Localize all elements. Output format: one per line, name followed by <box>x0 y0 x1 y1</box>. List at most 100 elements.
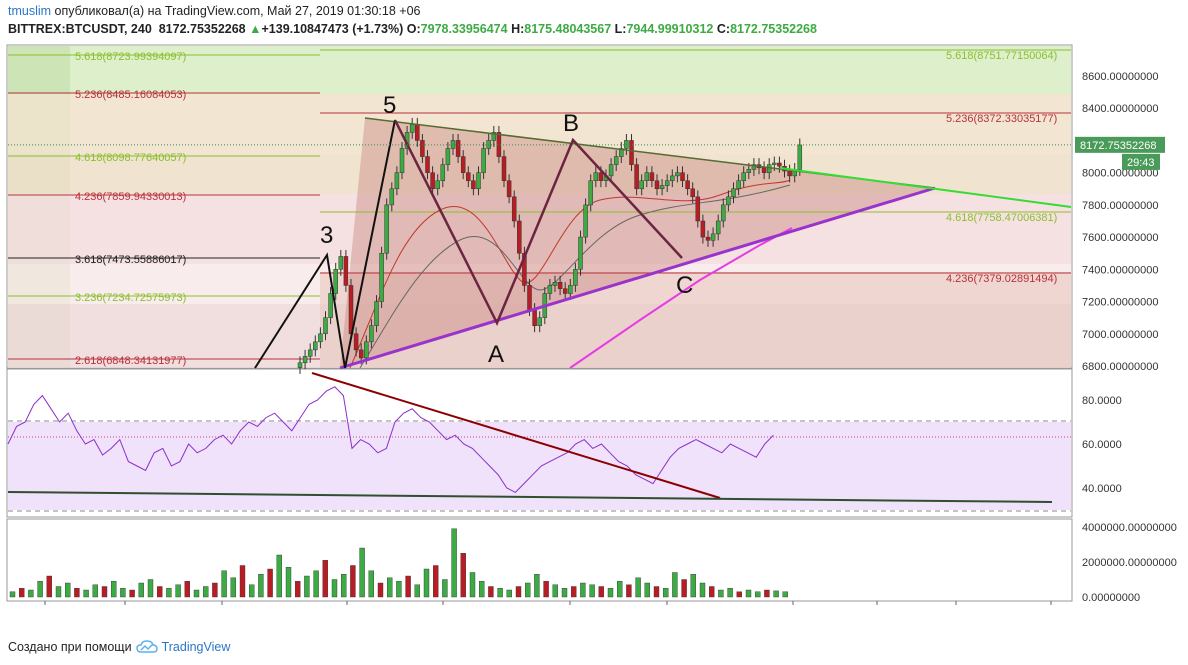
volume-bar <box>175 584 181 598</box>
price-tick-label: 7400.00000000 <box>1082 264 1158 276</box>
candle-body <box>578 236 583 270</box>
volume-bar <box>690 574 696 598</box>
candle-body <box>430 172 435 190</box>
volume-bar <box>230 577 237 598</box>
fib-zones-left <box>8 46 1071 368</box>
volume-bar <box>92 584 99 598</box>
volume-bar <box>83 589 89 598</box>
countdown-label: 29:43 <box>1127 157 1155 169</box>
volume-bar <box>405 575 411 598</box>
volume-pane[interactable] <box>6 518 1073 602</box>
wave-label-b: B <box>563 110 579 137</box>
candle-body <box>435 180 440 190</box>
volume-bar <box>313 570 319 598</box>
candle-body <box>777 162 782 167</box>
last-price-label: 8172.75352268 <box>1080 140 1156 152</box>
price-tick-label: 8000.00000000 <box>1082 168 1158 180</box>
candle-body <box>343 256 349 286</box>
volume-bar <box>331 579 338 598</box>
volume-bar <box>635 577 641 598</box>
candle-body <box>389 188 395 206</box>
trading-chart[interactable]: 5.618(8723.99394097) 5.236(8485.16084053)… <box>0 40 1188 606</box>
volume-bar <box>773 590 779 598</box>
price-tick-label: 7000.00000000 <box>1082 329 1158 341</box>
breakout-line <box>779 167 1072 208</box>
volume-bar <box>525 582 531 598</box>
volume-bar <box>341 574 347 598</box>
candle-body <box>491 132 497 141</box>
candle-body <box>455 140 461 157</box>
candle-body <box>654 180 660 190</box>
rsi-tick-label: 40.0000 <box>1082 483 1122 495</box>
price-tick-label: 8600.00000000 <box>1082 71 1158 83</box>
candle-body <box>384 204 389 254</box>
volume-bar <box>368 570 374 598</box>
volume-bar <box>414 584 420 598</box>
volume-bar <box>64 582 71 598</box>
open-label: O: <box>406 22 421 36</box>
candle-body <box>302 356 308 364</box>
candle-body <box>481 148 486 173</box>
price-tick-label: 6800.00000000 <box>1082 361 1158 373</box>
candle-body <box>501 156 507 181</box>
candle-body <box>471 180 476 190</box>
up-arrow-icon: ▲ <box>249 22 262 36</box>
last-price: 8172.75352268 <box>158 22 246 36</box>
candle-body <box>664 180 670 186</box>
candle-body <box>685 180 690 190</box>
candle-body <box>710 233 716 241</box>
high-value: 8175.48043567 <box>524 22 612 36</box>
volume-bar <box>267 568 273 598</box>
candle-body <box>537 317 542 326</box>
high-label: H: <box>511 22 525 36</box>
candle-body <box>639 180 644 190</box>
volume-bar <box>37 581 43 598</box>
candle-body <box>460 156 466 173</box>
volume-bar <box>138 582 145 598</box>
candles <box>297 117 803 375</box>
candle-body <box>399 148 405 173</box>
candle-body <box>374 301 379 326</box>
fib-label-right: 4.618(7758.47006381) <box>946 212 1057 224</box>
volume-bar <box>755 591 761 598</box>
volume-bar <box>764 589 770 598</box>
candle-body <box>506 180 512 198</box>
fib-label-left: 4.236(7859.94330013) <box>75 191 186 203</box>
author-link[interactable]: tmuslim <box>8 4 52 18</box>
volume-bar <box>718 589 724 598</box>
candle-body <box>619 148 624 157</box>
candle-body <box>445 148 451 165</box>
volume-bar <box>387 577 393 598</box>
volume-bar <box>479 581 485 598</box>
candle-body <box>562 288 568 294</box>
close-label: C: <box>716 22 731 36</box>
ma-long <box>569 227 793 369</box>
candle-body <box>649 172 655 181</box>
tradingview-link[interactable]: TradingView <box>161 640 231 654</box>
candle-body <box>557 281 563 289</box>
volume-bar <box>699 582 706 598</box>
volume-bar <box>442 579 448 598</box>
volume-bar <box>276 554 282 598</box>
volume-bar <box>515 586 522 598</box>
candle-body <box>731 188 736 198</box>
candle-body <box>394 172 400 190</box>
volume-bar <box>396 581 402 598</box>
fib-label-left: 3.236(7234.72575973) <box>75 292 186 304</box>
candle-body <box>797 144 803 170</box>
publish-info: tmuslim опубликовал(а) на TradingView.co… <box>8 4 420 18</box>
volume-bar <box>322 560 328 598</box>
last-price-badge <box>1075 136 1165 153</box>
candle-body <box>425 156 430 173</box>
volume-bar <box>561 588 568 598</box>
volume-bar <box>28 589 34 598</box>
volume-bar <box>120 588 126 598</box>
volume-bar <box>46 575 52 598</box>
candle-body <box>772 162 777 165</box>
candle-body <box>736 180 741 190</box>
price-tick-label: 7200.00000000 <box>1082 297 1158 309</box>
volume-bar <box>166 588 172 598</box>
rsi-trend-line <box>311 372 721 499</box>
volume-bar <box>607 588 614 598</box>
wave-label-3: 3 <box>320 222 333 249</box>
